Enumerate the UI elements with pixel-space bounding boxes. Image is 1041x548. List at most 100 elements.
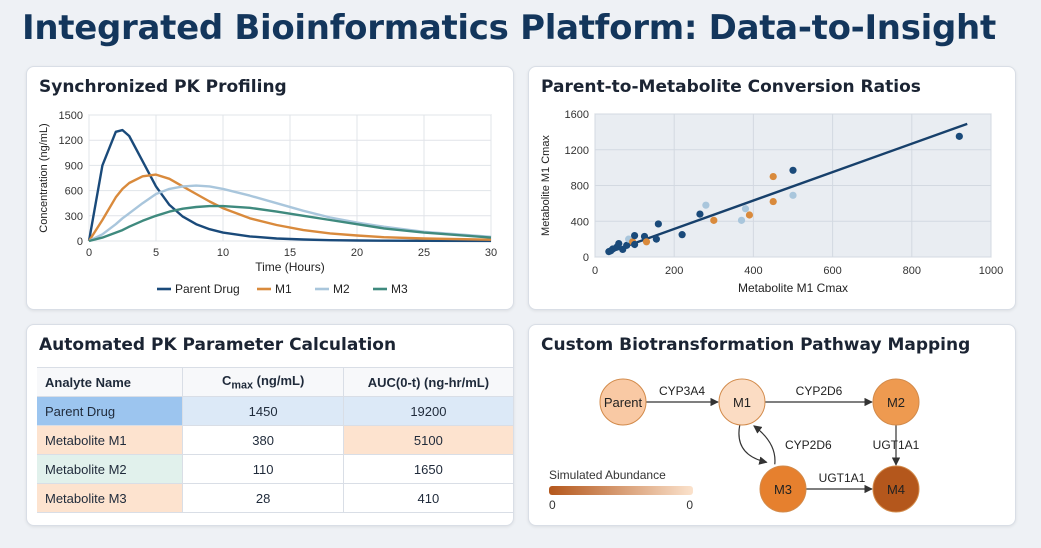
pk-y-tick-label: 1500 bbox=[59, 110, 83, 122]
table-row: Metabolite M3 28 410 bbox=[37, 483, 513, 513]
pathway-edge-label: CYP3A4 bbox=[659, 384, 705, 398]
ratio-x-tick-label: 600 bbox=[823, 265, 841, 277]
ratio-trendline bbox=[610, 122, 968, 253]
ratio-point bbox=[737, 216, 746, 224]
pk-legend-label: Parent Drug bbox=[175, 282, 240, 296]
ratio-x-tick-label: 200 bbox=[665, 265, 683, 277]
table-header-row: Analyte Name Cmax (ng/mL) AUC(0-t) (ng-h… bbox=[37, 367, 513, 397]
pathway-edge-label: CYP2D6 bbox=[796, 384, 843, 398]
ratio-point bbox=[678, 231, 686, 239]
pk-profile-card: Synchronized PK Profiling 0 300 600 900 1200… bbox=[26, 66, 514, 310]
ratio-x-tick-label: 0 bbox=[592, 265, 598, 277]
ratio-point bbox=[631, 240, 639, 249]
pathway-node-label: M3 bbox=[774, 482, 792, 497]
ratio-scatter-chart: 0 400 800 1200 1600 0 200 400 600 800 1000 Metaboli… bbox=[540, 109, 1003, 295]
pathway-edge-label: CYP2D6 bbox=[785, 438, 832, 452]
pk-legend-label: M1 bbox=[275, 282, 292, 296]
header-analyte: Analyte Name bbox=[37, 367, 183, 397]
ratio-y-tick-label: 800 bbox=[571, 181, 589, 193]
abundance-gradient-bar bbox=[549, 486, 693, 495]
pathway-edge bbox=[738, 424, 768, 465]
abundance-max-label: 0 bbox=[686, 498, 693, 512]
pk-series-line bbox=[88, 184, 492, 243]
ratio-point bbox=[615, 239, 623, 248]
pathway-node-label: M2 bbox=[887, 395, 905, 410]
pathway-diagram: CYP3A4 CYP2D6 CYP2D6 UGT1A1 UGT1A1 Parent M1 M2… bbox=[549, 378, 920, 513]
conversion-ratio-card: Parent-to-Metabolite Conversion Ratios 0… bbox=[528, 66, 1016, 310]
ratio-x-tick-label: 400 bbox=[744, 265, 762, 277]
table-card-title: Automated PK Parameter Calculation bbox=[39, 335, 397, 355]
pk-chart-title: Synchronized PK Profiling bbox=[39, 77, 287, 97]
ratio-x-tick-label: 1000 bbox=[979, 265, 1003, 277]
pk-parameter-card: Automated PK Parameter Calculation Analy… bbox=[26, 324, 514, 526]
header-cmax-sub: max bbox=[231, 379, 254, 392]
cell-cmax: 28 bbox=[182, 483, 344, 513]
ratio-point bbox=[745, 211, 754, 219]
ratio-y-tick-label: 0 bbox=[583, 252, 589, 264]
cell-auc: 410 bbox=[342, 483, 513, 513]
table-row: Metabolite M1 380 5100 bbox=[37, 425, 513, 455]
pk-x-tick-label: 10 bbox=[217, 247, 229, 259]
pk-legend-label: M2 bbox=[333, 282, 350, 296]
ratio-point bbox=[789, 191, 797, 199]
ratio-point bbox=[623, 241, 631, 249]
ratio-chart-title: Parent-to-Metabolite Conversion Ratios bbox=[541, 77, 921, 97]
pathway-node bbox=[759, 465, 807, 513]
pathway-node bbox=[718, 378, 766, 426]
pk-legend-label: M3 bbox=[391, 282, 408, 296]
pk-x-tick-label: 30 bbox=[485, 247, 497, 259]
ratio-point bbox=[631, 231, 639, 240]
pathway-edge-label: UGT1A1 bbox=[819, 471, 866, 485]
pathway-card: Custom Biotransformation Pathway Mapping… bbox=[528, 324, 1016, 526]
cell-analyte-name: Parent Drug bbox=[37, 396, 183, 426]
pk-series-line bbox=[87, 128, 492, 243]
ratio-point bbox=[642, 238, 651, 246]
pathway-node-label: Parent bbox=[604, 395, 643, 410]
cell-auc: 5100 bbox=[342, 425, 513, 455]
pathway-node bbox=[872, 465, 920, 513]
cell-auc: 19200 bbox=[342, 396, 513, 426]
ratio-point bbox=[710, 216, 718, 224]
pk-x-tick-label: 0 bbox=[86, 247, 92, 259]
header-cmax: Cmax (ng/mL) bbox=[182, 367, 344, 397]
pk-series-line bbox=[87, 173, 492, 242]
ratio-x-tick-label: 800 bbox=[903, 265, 921, 277]
pk-x-axis-label: Time (Hours) bbox=[255, 260, 325, 274]
ratio-point bbox=[769, 197, 777, 206]
pathway-node-label: M1 bbox=[733, 395, 751, 410]
cell-auc: 1650 bbox=[342, 454, 513, 484]
ratio-point bbox=[955, 132, 963, 140]
abundance-legend-title: Simulated Abundance bbox=[549, 468, 666, 482]
pk-x-tick-label: 5 bbox=[153, 247, 159, 259]
page-title: Integrated Bioinformatics Platform: Data… bbox=[22, 8, 996, 48]
pk-x-tick-label: 15 bbox=[284, 247, 296, 259]
pathway-node-label: M4 bbox=[887, 482, 905, 497]
ratio-y-axis-label: Metabolite M1 Cmax bbox=[540, 135, 552, 236]
pk-y-tick-label: 900 bbox=[65, 160, 83, 172]
pathway-node bbox=[872, 378, 920, 426]
table-row: Parent Drug 1450 19200 bbox=[37, 396, 513, 426]
ratio-point bbox=[769, 172, 777, 181]
ratio-point bbox=[696, 210, 704, 218]
pk-parameter-table: Analyte Name Cmax (ng/mL) AUC(0-t) (ng-h… bbox=[37, 367, 513, 513]
pk-y-tick-label: 1200 bbox=[59, 135, 83, 147]
pathway-edge bbox=[753, 425, 776, 465]
ratio-point bbox=[789, 166, 797, 174]
ratio-x-axis-label: Metabolite M1 Cmax bbox=[738, 281, 848, 295]
ratio-point bbox=[654, 220, 662, 228]
ratio-y-tick-label: 400 bbox=[571, 216, 589, 228]
ratio-y-tick-label: 1600 bbox=[565, 109, 589, 121]
ratio-y-tick-label: 1200 bbox=[565, 145, 589, 157]
header-cmax-main: C bbox=[221, 372, 232, 388]
pathway-node bbox=[599, 378, 647, 426]
cell-cmax: 1450 bbox=[182, 396, 344, 426]
ratio-point bbox=[702, 201, 710, 209]
abundance-min-label: 0 bbox=[549, 498, 556, 512]
pk-series-line bbox=[88, 204, 492, 243]
cell-analyte-name: Metabolite M1 bbox=[37, 425, 183, 455]
pk-y-axis-label: Concentration (ng/mL) bbox=[38, 123, 50, 232]
cell-cmax: 110 bbox=[182, 454, 344, 484]
pk-y-tick-label: 0 bbox=[77, 236, 83, 248]
cell-analyte-name: Metabolite M2 bbox=[37, 454, 183, 484]
cell-analyte-name: Metabolite M3 bbox=[37, 483, 183, 513]
